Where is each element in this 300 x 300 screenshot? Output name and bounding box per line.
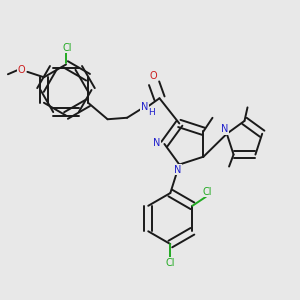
- Text: Cl: Cl: [166, 258, 175, 268]
- Text: H: H: [148, 108, 155, 117]
- Text: Cl: Cl: [202, 187, 212, 197]
- Text: Cl: Cl: [63, 43, 72, 53]
- Text: O: O: [18, 65, 25, 75]
- Text: O: O: [149, 71, 157, 81]
- Text: N: N: [141, 102, 148, 112]
- Text: N: N: [153, 137, 161, 148]
- Text: N: N: [174, 165, 182, 175]
- Text: N: N: [221, 124, 228, 134]
